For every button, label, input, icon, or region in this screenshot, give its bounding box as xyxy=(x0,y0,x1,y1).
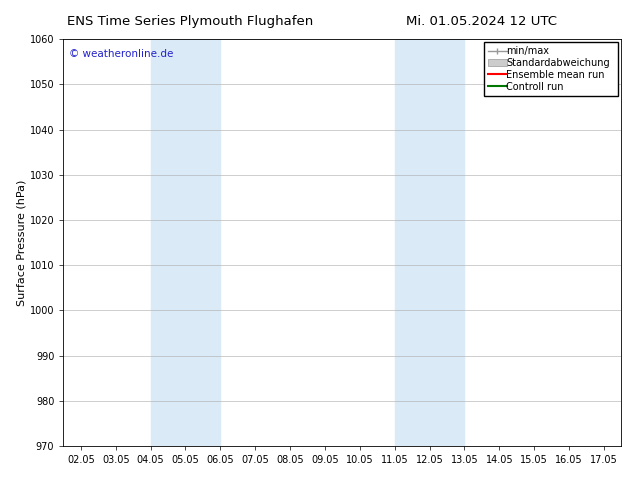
Text: ENS Time Series Plymouth Flughafen: ENS Time Series Plymouth Flughafen xyxy=(67,15,313,28)
Bar xyxy=(394,39,464,446)
Text: Mi. 01.05.2024 12 UTC: Mi. 01.05.2024 12 UTC xyxy=(406,15,557,28)
Y-axis label: Surface Pressure (hPa): Surface Pressure (hPa) xyxy=(17,179,27,306)
Bar xyxy=(150,39,221,446)
Text: © weatheronline.de: © weatheronline.de xyxy=(69,49,173,59)
Legend: min/max, Standardabweichung, Ensemble mean run, Controll run: min/max, Standardabweichung, Ensemble me… xyxy=(484,42,618,96)
